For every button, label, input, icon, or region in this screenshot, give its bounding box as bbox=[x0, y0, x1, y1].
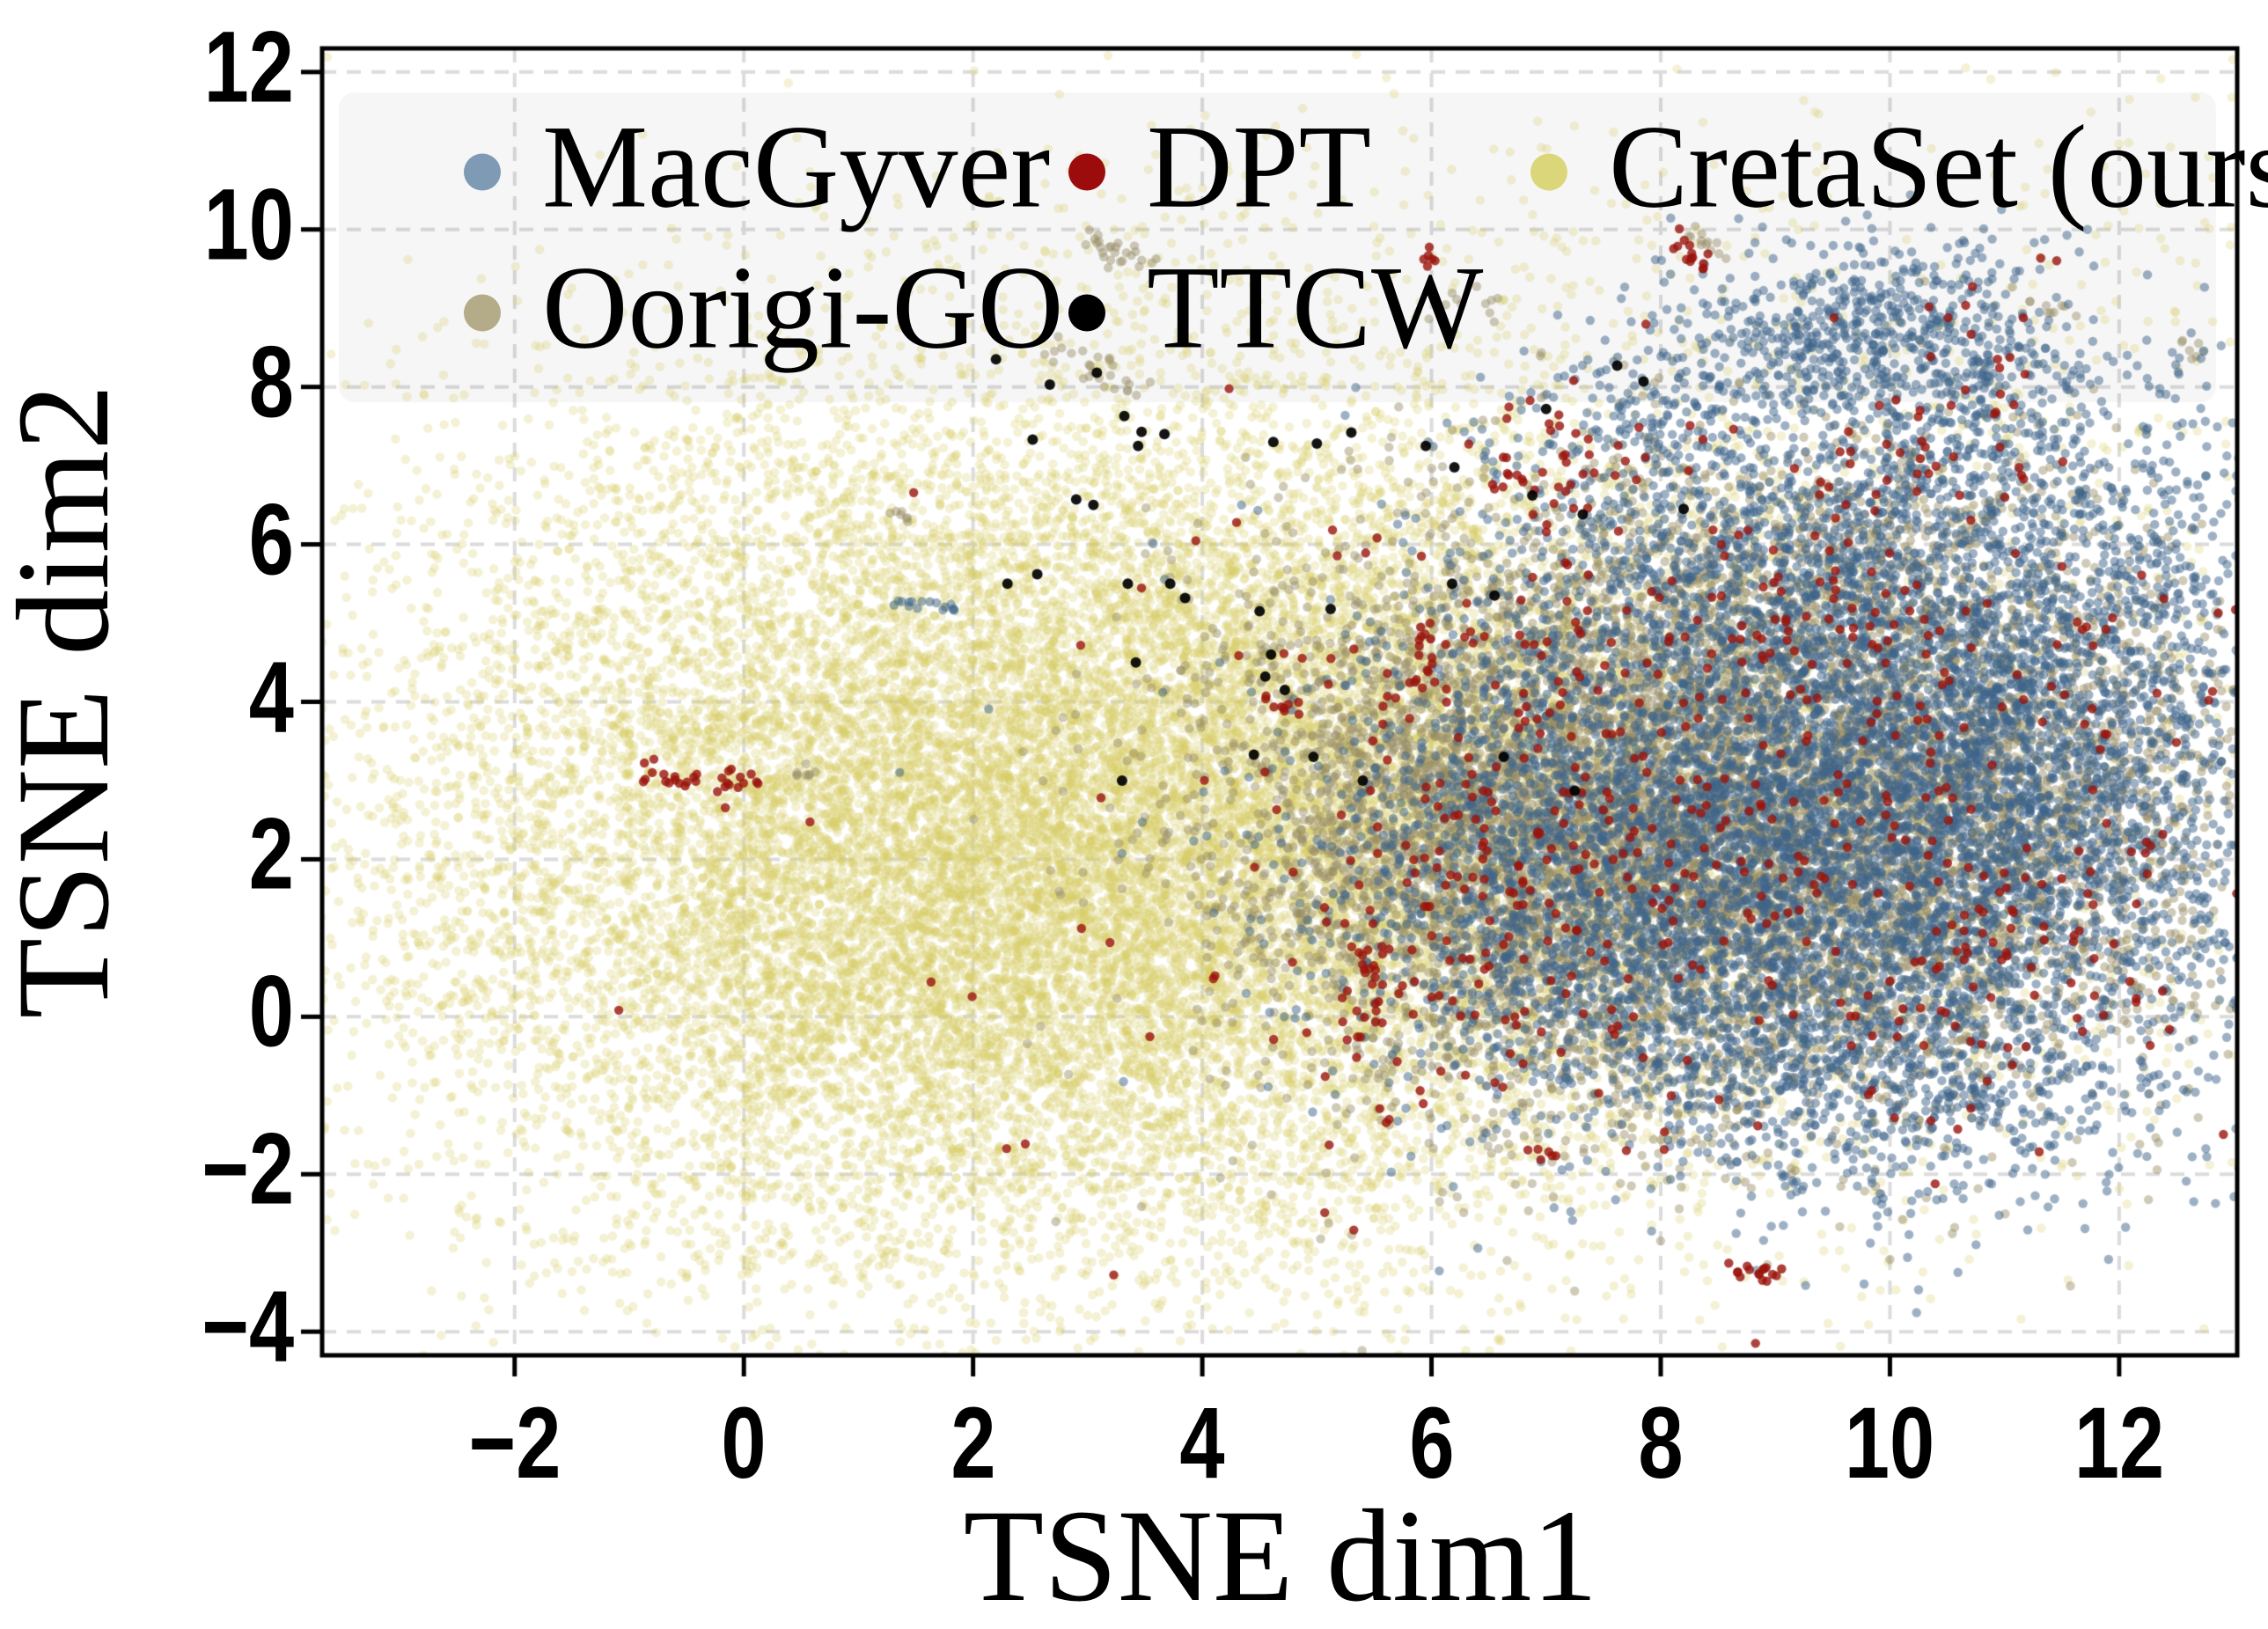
y-tick-label: 6 bbox=[248, 483, 294, 597]
y-tick-label: 4 bbox=[248, 641, 294, 754]
y-tick-label: 2 bbox=[248, 798, 294, 912]
y-tick-label: 0 bbox=[248, 956, 294, 1069]
legend-label-ttcw: TTCW bbox=[1147, 242, 1484, 374]
x-tick-label: 10 bbox=[1845, 1387, 1935, 1500]
legend-entry-oorigi-go: Oorigi-GO bbox=[464, 249, 1063, 377]
y-tick-label: −4 bbox=[202, 1270, 294, 1383]
dpt-marker-icon bbox=[1068, 153, 1105, 190]
y-tick-label: 8 bbox=[248, 326, 294, 439]
legend-label-cretaset: CretaSet (ours) bbox=[1609, 101, 2268, 233]
legend-entry-cretaset: CretaSet (ours) bbox=[1530, 108, 2268, 236]
x-tick-label: 4 bbox=[1179, 1387, 1225, 1500]
x-tick-label: 6 bbox=[1408, 1387, 1455, 1500]
legend-entry-macgyver: MacGyver bbox=[464, 108, 1050, 236]
legend-entry-ttcw: TTCW bbox=[1068, 249, 1483, 377]
y-tick-label: −2 bbox=[202, 1112, 294, 1226]
macgyver-marker-icon bbox=[464, 153, 501, 190]
x-tick-label: 8 bbox=[1638, 1387, 1684, 1500]
legend-label-oorigi-go: Oorigi-GO bbox=[542, 242, 1064, 374]
x-axis-label: TSNE dim1 bbox=[963, 1483, 1598, 1629]
cretaset-marker-icon bbox=[1530, 153, 1567, 190]
y-tick-label: 12 bbox=[203, 11, 294, 124]
x-tick-label: 2 bbox=[951, 1387, 996, 1500]
y-tick-label: 10 bbox=[203, 168, 294, 282]
x-tick-label: 12 bbox=[2073, 1387, 2165, 1500]
oorigi-go-marker-icon bbox=[464, 294, 501, 331]
ttcw-marker-icon bbox=[1068, 294, 1105, 331]
legend-label-macgyver: MacGyver bbox=[542, 101, 1051, 233]
x-tick-label: −2 bbox=[468, 1387, 561, 1500]
legend-entry-dpt: DPT bbox=[1068, 108, 1371, 236]
x-tick-label: 0 bbox=[721, 1387, 767, 1500]
legend-label-dpt: DPT bbox=[1147, 101, 1372, 233]
